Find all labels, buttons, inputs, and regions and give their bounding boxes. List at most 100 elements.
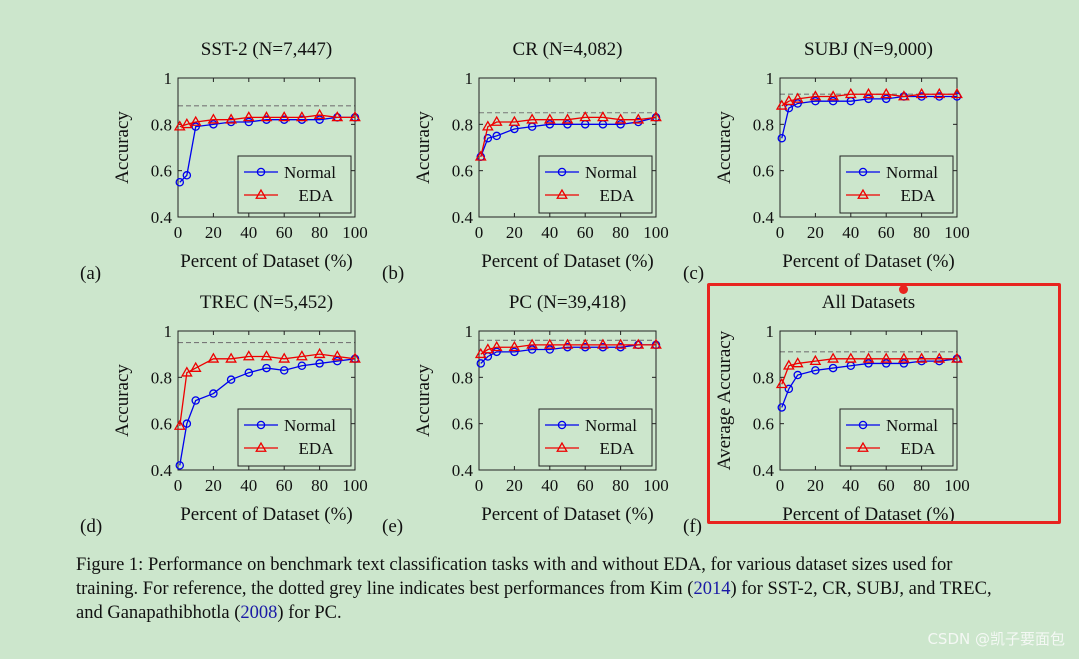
normal-point — [315, 115, 324, 124]
caption-text-2: ) for SST-2, CR, SUBJ, and TREC, and Gan… — [76, 579, 992, 623]
eda-point — [827, 90, 839, 101]
eda-point — [242, 111, 255, 122]
y-tick-label: 0.4 — [452, 208, 474, 227]
legend-normal-label: Normal — [585, 163, 637, 182]
eda-point — [862, 87, 875, 99]
legend-eda-marker — [556, 188, 568, 199]
y-tick-label: 0.4 — [753, 461, 775, 480]
eda-point — [775, 377, 788, 389]
normal-point — [262, 363, 271, 373]
eda-point — [898, 90, 910, 101]
normal-point — [315, 359, 324, 368]
eda-point — [180, 366, 193, 377]
eda-point — [614, 338, 627, 349]
normal-point — [182, 171, 192, 180]
citation-link-ganapathibhotla[interactable]: 2008 — [240, 603, 278, 623]
eda-point — [474, 150, 487, 161]
legend: Normal EDA — [237, 408, 352, 467]
watermark: CSDN @凯子要面包 — [927, 630, 1065, 648]
legend-eda-marker — [857, 441, 869, 452]
plot-frame — [177, 77, 356, 218]
eda-point — [278, 352, 291, 363]
legend-box — [839, 155, 954, 214]
x-axis-label: Percent of Dataset (%) — [782, 251, 955, 272]
normal-point — [175, 461, 185, 470]
legend: Normal EDA — [237, 155, 352, 214]
eda-point — [650, 111, 662, 122]
normal-point — [492, 347, 501, 357]
plot-frame — [478, 330, 657, 471]
normal-point — [881, 359, 891, 368]
figure-caption: Figure 1: Performance on benchmark text … — [76, 553, 1006, 625]
eda-point — [597, 111, 609, 122]
x-tick-label: 60 — [577, 476, 594, 495]
eda-point — [180, 118, 193, 129]
y-axis-label: Accuracy — [714, 111, 735, 184]
chart-panel-2: CR (N=4,082) 0 20 40 60 80 100 0.4 0.6 0.8 1 Percen… — [413, 39, 669, 272]
legend-eda-marker — [556, 441, 568, 452]
legend-eda-label: EDA — [299, 186, 335, 205]
eda-point — [481, 120, 494, 131]
normal-point — [333, 356, 342, 366]
x-tick-label: 60 — [276, 476, 293, 495]
normal-point — [784, 384, 794, 394]
eda-point — [225, 352, 237, 363]
eda-point — [915, 87, 928, 99]
y-tick-label: 1 — [766, 69, 775, 88]
citation-link-kim[interactable]: 2014 — [693, 579, 731, 599]
eda-point — [260, 350, 273, 361]
plot-frame — [779, 330, 958, 471]
eda-point — [844, 352, 857, 363]
normal-point — [483, 133, 493, 143]
x-tick-label: 40 — [842, 223, 859, 242]
eda-point — [225, 113, 237, 124]
x-axis-label: Percent of Dataset (%) — [180, 504, 353, 525]
eda-point — [898, 352, 910, 363]
normal-point — [209, 389, 218, 398]
x-tick-label: 60 — [878, 476, 895, 495]
legend-normal-marker — [557, 167, 567, 177]
normal-point — [828, 363, 838, 373]
eda-point — [933, 87, 946, 99]
y-tick-label: 0.6 — [753, 162, 774, 181]
x-tick-label: 100 — [944, 223, 970, 242]
x-tick-label: 0 — [475, 223, 484, 242]
normal-point — [279, 366, 289, 375]
y-tick-label: 0.8 — [753, 115, 774, 134]
eda-point — [543, 113, 556, 124]
legend-normal-label: Normal — [284, 163, 336, 182]
panel-label-e: (e) — [382, 516, 404, 537]
normal-point — [899, 359, 909, 368]
eda-point — [278, 111, 291, 122]
x-tick-label: 20 — [506, 223, 523, 242]
legend-normal-marker — [858, 420, 868, 430]
eda-point — [782, 94, 795, 106]
legend-eda-label: EDA — [901, 186, 937, 205]
x-tick-label: 20 — [205, 223, 222, 242]
eda-point — [526, 338, 538, 349]
legend-box — [839, 408, 954, 467]
eda-point — [260, 111, 273, 122]
normal-point — [182, 419, 192, 428]
eda-point — [313, 108, 326, 119]
y-tick-label: 0.6 — [452, 415, 473, 434]
eda-point — [508, 340, 521, 352]
legend: Normal EDA — [839, 408, 954, 467]
x-tick-label: 100 — [342, 223, 368, 242]
eda-point — [650, 338, 662, 349]
x-tick-label: 100 — [944, 476, 970, 495]
x-tick-label: 0 — [475, 476, 484, 495]
normal-point — [828, 96, 838, 106]
y-tick-label: 0.8 — [753, 368, 774, 387]
eda-point — [189, 361, 202, 372]
y-tick-label: 0.4 — [151, 461, 173, 480]
x-tick-label: 40 — [240, 223, 257, 242]
normal-point — [226, 375, 236, 384]
eda-point — [296, 111, 308, 122]
plot-frame — [779, 77, 958, 218]
normal-point — [545, 120, 555, 129]
x-axis-label: Percent of Dataset (%) — [481, 251, 654, 272]
x-axis-label: Percent of Dataset (%) — [782, 504, 955, 525]
y-tick-label: 0.8 — [452, 115, 473, 134]
chart-panel-3: SUBJ (N=9,000) 0 20 40 60 80 100 0.4 0.6 0.8 1 Perc… — [714, 39, 970, 272]
